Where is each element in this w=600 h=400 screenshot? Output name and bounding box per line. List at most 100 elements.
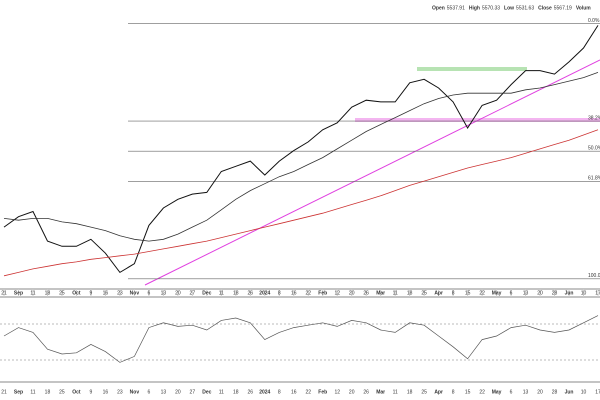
x-tick-label: 8	[278, 389, 281, 395]
x-tick-label: May	[492, 389, 502, 395]
fib-label: 61.8%	[588, 176, 600, 182]
x-tick-label: 26	[363, 389, 369, 395]
x-tick-label: 20	[349, 389, 355, 395]
x-tick-label: 22	[305, 389, 311, 395]
quote-label: Volum	[576, 5, 591, 11]
fib-label: 50.0%	[588, 145, 600, 151]
x-tick-label: Mar	[376, 290, 385, 296]
quote-label: Close	[538, 5, 552, 11]
x-tick-label: 28	[552, 290, 558, 296]
x-tick-label: 20	[349, 290, 355, 296]
fib-label: 0.0%	[588, 18, 600, 24]
x-tick-label: 6	[510, 389, 513, 395]
x-tick-label: 11	[30, 389, 35, 395]
x-tick-label: 2024	[259, 389, 270, 395]
x-tick-label: Apr	[434, 389, 443, 395]
support-band	[417, 67, 527, 71]
x-tick-label: 27	[190, 290, 196, 296]
x-tick-label: 10	[581, 290, 587, 296]
trend-line	[144, 59, 600, 286]
x-tick-label: 21	[1, 389, 7, 395]
x-tick-label: Jun	[565, 389, 574, 395]
x-tick-label: 27	[190, 389, 196, 395]
x-tick-label: 16	[103, 290, 109, 296]
x-tick-label: 8	[278, 290, 281, 296]
x-tick-label: 11	[30, 290, 35, 296]
x-tick-label: 13	[161, 389, 167, 395]
x-tick-label: Dec	[202, 389, 211, 395]
support-band	[355, 118, 600, 122]
quote-label: Open	[432, 5, 445, 11]
x-tick-label: 17	[595, 389, 600, 395]
x-tick-label: Nov	[130, 290, 140, 296]
x-tick-label: 22	[479, 389, 485, 395]
x-tick-label: 12	[334, 389, 340, 395]
x-tick-label: Feb	[318, 290, 327, 296]
x-tick-label: Feb	[318, 389, 327, 395]
x-tick-label: 25	[421, 389, 427, 395]
x-tick-label: 18	[45, 389, 51, 395]
x-tick-label: 16	[103, 389, 109, 395]
x-tick-label: 26	[248, 389, 254, 395]
quote-value: 5531.63	[516, 5, 534, 11]
x-tick-label: Apr	[434, 290, 443, 296]
x-tick-label: 25	[421, 290, 427, 296]
x-tick-label: 22	[479, 290, 485, 296]
x-tick-label: 13	[523, 389, 529, 395]
x-tick-label: 25	[59, 389, 65, 395]
x-tick-label: Oct	[72, 290, 81, 296]
x-tick-label: 12	[334, 290, 340, 296]
rsi-line	[3, 315, 599, 363]
x-tick-label: Sep	[14, 389, 23, 395]
quote-label: High	[469, 5, 480, 11]
x-tick-label: 15	[465, 389, 471, 395]
x-tick-label: 20	[537, 290, 543, 296]
x-tick-label: 6	[147, 290, 150, 296]
x-tick-label: 21	[1, 290, 7, 296]
quote-value: 5537.91	[447, 5, 465, 11]
x-tick-label: Nov	[130, 389, 140, 395]
series-line	[3, 129, 599, 277]
x-tick-label: 22	[305, 290, 311, 296]
x-tick-label: 25	[59, 290, 65, 296]
x-tick-label: 11	[219, 389, 224, 395]
x-tick-label: 28	[552, 389, 558, 395]
x-tick-label: 11	[393, 389, 398, 395]
fib-label: 38.2%	[588, 115, 600, 121]
x-tick-label: 16	[291, 290, 297, 296]
x-tick-label: 17	[595, 290, 600, 296]
x-tick-label: 6	[147, 389, 150, 395]
x-tick-label: 23	[117, 290, 123, 296]
quote-value: 5567.19	[554, 5, 572, 11]
x-tick-label: Jun	[565, 290, 574, 296]
x-tick-label: 8	[452, 389, 455, 395]
x-tick-label: Dec	[202, 290, 211, 296]
x-tick-label: 9	[90, 290, 93, 296]
quote-value: 5570.33	[482, 5, 500, 11]
x-tick-label: 18	[407, 389, 413, 395]
x-tick-label: 15	[465, 290, 471, 296]
x-tick-label: 20	[175, 290, 181, 296]
x-tick-label: May	[492, 290, 502, 296]
fib-label: 100.0%	[588, 273, 600, 279]
x-tick-label: 11	[393, 290, 398, 296]
x-tick-label: Mar	[376, 389, 385, 395]
x-tick-label: 16	[291, 389, 297, 395]
x-tick-label: 13	[523, 290, 529, 296]
quote-label: Low	[504, 5, 514, 11]
x-tick-label: 8	[452, 290, 455, 296]
x-tick-label: Sep	[14, 290, 23, 296]
x-tick-label: 26	[363, 290, 369, 296]
series-line	[3, 72, 599, 242]
x-tick-label: Oct	[72, 389, 81, 395]
x-tick-label: 18	[233, 290, 239, 296]
series-line	[3, 25, 599, 274]
x-tick-label: 11	[219, 290, 224, 296]
x-tick-label: 13	[161, 290, 167, 296]
x-tick-label: 23	[117, 389, 123, 395]
x-tick-label: 18	[407, 290, 413, 296]
x-tick-label: 10	[581, 389, 587, 395]
